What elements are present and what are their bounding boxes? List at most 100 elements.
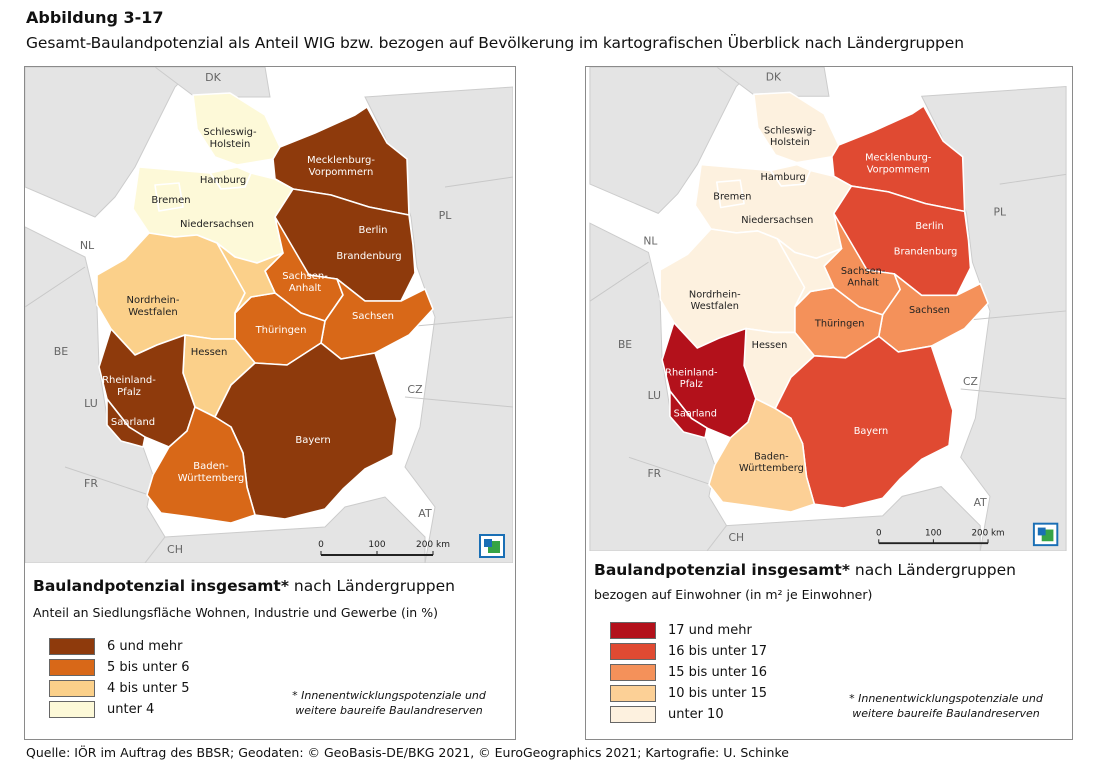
neighbour-land-3 [589, 222, 728, 551]
legend-label: 5 bis unter 6 [107, 659, 190, 675]
country-label-fr: FR [84, 477, 98, 490]
footnote-line: weitere baureife Baulandreserven [295, 704, 483, 717]
legend-row: unter 4 [49, 700, 154, 718]
state-label-rp: Rheinland-Pfalz [665, 367, 718, 390]
state-label-th: Thüringen [814, 319, 865, 330]
legend-swatch [610, 684, 656, 702]
legend-label: unter 4 [107, 701, 155, 717]
neighbour-land-4 [706, 486, 981, 551]
state-label-nw: Nordrhein-Westfalen [689, 289, 741, 312]
state-label-rp: Rheinland-Pfalz [102, 375, 156, 398]
legend-row: 15 bis unter 16 [610, 663, 767, 681]
state-label-sl: Saarland [111, 417, 155, 428]
state-sn [877, 273, 989, 353]
figure-caption: Gesamt-Baulandpotenzial als Anteil WIG b… [26, 34, 964, 52]
state-label-mv: Mecklenburg-Vorpommern [307, 155, 375, 178]
country-border-2 [64, 466, 156, 498]
state-label-bb: Brandenburg [894, 246, 958, 257]
state-label-sh: Schleswig-Holstein [764, 125, 816, 148]
source-credit: Quelle: IÖR im Auftrag des BBSR; Geodate… [26, 745, 789, 760]
state-label-st: Sachsen-Anhalt [841, 266, 886, 289]
country-border-1 [404, 396, 513, 408]
scale-bar: 0 100 200 km [876, 528, 1005, 545]
country-border-3 [589, 261, 649, 302]
legend-row: 17 und mehr [610, 621, 752, 639]
footnote-line: * Innenentwicklungspotenziale und [292, 689, 486, 702]
neighbour-land-1 [154, 67, 271, 98]
country-border-0 [404, 316, 513, 328]
neighbour-land-3 [25, 226, 166, 563]
legend-label: 6 und mehr [107, 638, 183, 654]
state-label-sl: Saarland [674, 408, 717, 419]
state-label-bw: Baden-Württemberg [739, 451, 804, 474]
state-label-by: Bayern [854, 426, 888, 437]
state-bw [146, 406, 256, 524]
legend-row: 5 bis unter 6 [49, 658, 190, 676]
footnote: * Innenentwicklungspotenziale und weitere… [830, 691, 1062, 721]
footnote: * Innenentwicklungspotenziale und weitere… [273, 688, 505, 718]
bbsr-logo-icon [1032, 522, 1059, 547]
country-label-ch: CH [167, 543, 183, 556]
country-border-4 [999, 173, 1067, 185]
legend-swatch [610, 621, 656, 639]
map-share-of-settlement-area: DK PL NL BE LU CZ FR AT CH Schleswig-Holstein Hamb… [25, 67, 513, 563]
state-label-mv: Mecklenburg-Vorpommern [865, 153, 932, 176]
legend-title: Baulandpotenzial insgesamt* nach Länderg… [33, 577, 455, 595]
state-label-hb: Bremen [151, 195, 190, 206]
legend-row: 4 bis unter 5 [49, 679, 190, 697]
country-label-fr: FR [647, 467, 661, 480]
state-label-nw: Nordrhein-Westfalen [126, 295, 179, 318]
neighbour-land-4 [144, 496, 426, 563]
state-sl [669, 390, 708, 439]
scale-tick-t1: 100 [368, 540, 385, 550]
country-border-4 [444, 176, 513, 188]
neighbour-land-0 [589, 67, 757, 214]
state-label-st: Sachsen-Anhalt [282, 271, 328, 294]
legend-subtitle: Anteil an Siedlungsfläche Wohnen, Indust… [33, 605, 438, 620]
country-label-ch: CH [729, 531, 745, 544]
neighbour-land-0 [25, 67, 196, 218]
state-label-be: Berlin [915, 221, 943, 232]
country-label-cz: CZ [407, 383, 423, 396]
country-label-lu: LU [84, 397, 98, 410]
state-label-by: Bayern [295, 435, 330, 446]
scale-tick-t2: 200 km [416, 540, 450, 550]
country-label-at: AT [974, 496, 987, 509]
neighbour-land-1 [715, 67, 830, 97]
scale-tick-t0: 0 [876, 528, 882, 538]
state-label-th: Thüringen [255, 325, 307, 336]
state-sl [106, 398, 146, 448]
legend-swatch [610, 705, 656, 723]
legend-row: 10 bis unter 15 [610, 684, 767, 702]
map-panel-share: DK PL NL BE LU CZ FR AT CH Schleswig-Holstein Hamb… [24, 66, 516, 740]
state-hb [154, 182, 184, 212]
legend-label: 4 bis unter 5 [107, 680, 190, 696]
country-label-nl: NL [80, 239, 95, 252]
state-label-sn: Sachsen [909, 305, 950, 316]
legend-label: 17 und mehr [668, 622, 752, 638]
state-label-he: Hessen [191, 347, 228, 358]
country-border-2 [628, 456, 717, 488]
footnote-line: * Innenentwicklungspotenziale und [849, 692, 1043, 705]
state-label-bw: Baden-Württemberg [178, 461, 245, 484]
state-label-hh: Hamburg [761, 172, 806, 183]
country-label-dk: DK [205, 71, 221, 84]
country-border-3 [25, 266, 86, 308]
legend-row: 6 und mehr [49, 637, 183, 655]
state-label-hh: Hamburg [200, 175, 246, 186]
state-label-hb: Bremen [713, 192, 751, 203]
state-bw [708, 397, 816, 513]
footnote-line: weitere baureife Baulandreserven [852, 707, 1040, 720]
legend-label: 15 bis unter 16 [668, 664, 768, 680]
country-label-dk: DK [766, 71, 782, 84]
scale-tick-t0: 0 [318, 540, 324, 550]
state-label-ni: Niedersachsen [180, 219, 254, 230]
legend-row: 16 bis unter 17 [610, 642, 767, 660]
map-per-inhabitant: DK PL NL BE LU CZ FR AT CH Schleswig-Holstein Hamb… [589, 67, 1067, 551]
legend-row: unter 10 [610, 705, 724, 723]
bbsr-logo-icon [479, 534, 505, 558]
scale-tick-t1: 100 [925, 528, 942, 538]
state-label-be: Berlin [358, 225, 387, 236]
legend-swatch [610, 642, 656, 660]
legend-label: 16 bis unter 17 [668, 643, 768, 659]
